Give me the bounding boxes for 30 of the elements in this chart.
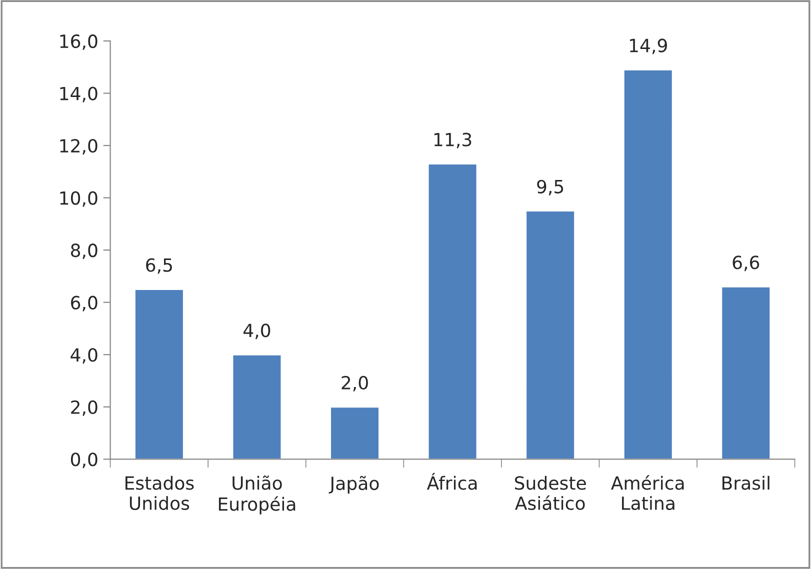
y-tick-label: 6,0 xyxy=(71,296,98,312)
x-tick-label: Sudeste Asiático xyxy=(514,476,586,510)
y-tick-label: 16,0 xyxy=(60,34,98,50)
x-tick-label: União Européia xyxy=(218,476,296,514)
y-tick-label: 2,0 xyxy=(71,400,98,416)
y-tick-label: 10,0 xyxy=(60,191,98,207)
bar xyxy=(622,69,674,460)
data-label: 6,5 xyxy=(146,258,172,274)
data-label: 11,3 xyxy=(434,132,472,148)
bar xyxy=(134,288,184,460)
data-label: 9,5 xyxy=(537,180,564,196)
x-tick-label: América Latina xyxy=(611,475,684,510)
y-tick-label: 0,0 xyxy=(70,452,98,468)
x-tick-label: Brasil xyxy=(722,476,770,490)
bar xyxy=(720,286,772,460)
x-tick-label: Japão xyxy=(328,476,379,494)
y-tick-label: 4,0 xyxy=(70,348,98,364)
y-tick-label: 8,0 xyxy=(71,244,98,260)
bar xyxy=(427,163,478,460)
x-tick-label: Estados Unidos xyxy=(126,476,194,510)
data-label: 4,0 xyxy=(243,324,270,340)
bar xyxy=(330,406,380,460)
y-tick-label: 12,0 xyxy=(60,138,98,154)
data-label: 14,9 xyxy=(630,38,667,54)
x-tick-label: África xyxy=(426,472,477,490)
bar xyxy=(525,210,576,460)
bar xyxy=(232,354,282,460)
y-tick-label: 14,0 xyxy=(60,86,98,102)
data-label: 6,6 xyxy=(732,256,760,272)
data-label: 2,0 xyxy=(342,376,368,392)
